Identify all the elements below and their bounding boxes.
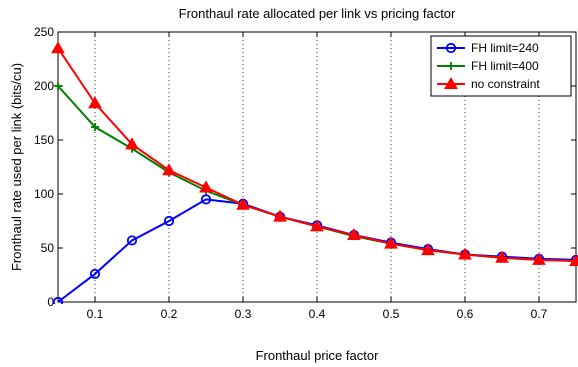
y-tick-label: 150	[34, 133, 54, 147]
x-tick-label: 0.4	[309, 307, 326, 321]
series-triangle	[51, 41, 578, 266]
data-point	[495, 250, 509, 263]
data-point	[52, 296, 64, 304]
legend-item: FH limit=400	[437, 59, 539, 73]
data-point	[88, 96, 102, 109]
data-point	[126, 235, 138, 246]
y-axis: 0 50 100 150 200 250	[34, 25, 576, 309]
x-tick-label: 0.1	[87, 307, 104, 321]
data-point	[200, 194, 212, 205]
data-point	[125, 137, 139, 150]
legend-label: FH limit=240	[471, 41, 539, 55]
data-point	[458, 247, 472, 260]
data-point	[51, 41, 65, 54]
x-axis-title: Fronthaul price factor	[256, 348, 380, 363]
legend-marker	[447, 62, 455, 70]
x-tick-label: 0.2	[161, 307, 178, 321]
data-point	[569, 253, 578, 266]
y-tick-label: 100	[34, 187, 54, 201]
x-axis: 0.1 0.2 0.3 0.4 0.5 0.6 0.7	[87, 32, 548, 321]
data-point	[199, 180, 213, 193]
data-point	[384, 236, 398, 249]
data-point	[54, 82, 62, 90]
y-tick-label: 50	[41, 241, 55, 255]
data-point	[310, 219, 324, 232]
chart-title: Fronthaul rate allocated per link vs pri…	[179, 6, 456, 21]
data-point	[532, 252, 546, 265]
legend-label: FH limit=400	[471, 59, 539, 73]
x-tick-label: 0.7	[531, 307, 548, 321]
data-point	[162, 163, 176, 176]
x-tick-label: 0.6	[457, 307, 474, 321]
legend: FH limit=240 FH limit=400 no constraint	[430, 35, 572, 97]
legend-marker	[445, 42, 457, 54]
y-tick-label: 200	[34, 79, 54, 93]
legend-item: FH limit=240	[437, 41, 539, 55]
data-point	[347, 228, 361, 241]
legend-marker	[444, 76, 458, 89]
data-point	[163, 215, 175, 227]
legend-label: no constraint	[471, 77, 540, 91]
x-tick-label: 0.5	[383, 307, 400, 321]
data-point	[236, 197, 250, 210]
data-point	[421, 243, 435, 256]
y-tick-label: 250	[34, 25, 54, 39]
data-point	[89, 268, 101, 280]
data-point	[91, 123, 99, 132]
legend-item: no constraint	[437, 76, 540, 91]
y-axis-title: Fronthaul rate used per link (bits/cu)	[9, 63, 24, 271]
x-tick-label: 0.3	[235, 307, 252, 321]
y-tick-label: 0	[47, 295, 54, 309]
data-point	[273, 209, 287, 222]
series-layer	[51, 41, 578, 304]
